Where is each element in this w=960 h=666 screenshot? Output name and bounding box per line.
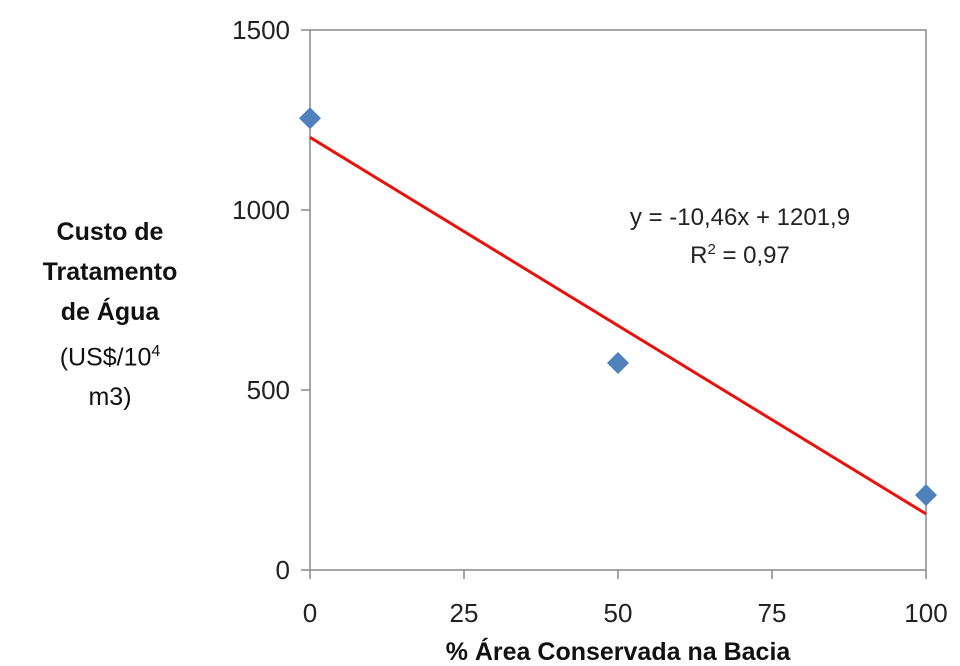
- x-axis-title: % Área Conservada na Bacia: [446, 637, 792, 666]
- r-squared-label: R2 = 0,97: [690, 241, 790, 269]
- data-points: [299, 107, 937, 507]
- data-point: [299, 107, 321, 130]
- y-axis-ticks: 0 500 1000 1500: [232, 15, 310, 585]
- y-axis-unit-line-1: (US$/104: [59, 343, 161, 372]
- data-point: [915, 484, 937, 507]
- trendline: [309, 136, 927, 516]
- y-tick-label: 500: [247, 375, 290, 405]
- x-tick-label: 0: [303, 598, 317, 628]
- y-axis-title-line-2: Tratamento: [42, 258, 178, 286]
- x-axis-ticks: 0 25 50 75 100: [303, 570, 948, 628]
- y-tick-label: 1500: [232, 15, 290, 45]
- x-tick-label: 75: [758, 598, 787, 628]
- y-axis-unit-line-2: m3): [88, 383, 132, 412]
- y-axis-title-line-1: Custo de: [56, 218, 164, 246]
- data-point: [607, 352, 629, 374]
- plot-area-frame: [309, 29, 927, 571]
- x-tick-label: 50: [604, 598, 633, 628]
- trendline-equation: y = -10,46x + 1201,9: [630, 204, 850, 231]
- y-tick-label: 0: [276, 555, 290, 585]
- x-tick-label: 100: [904, 598, 947, 628]
- x-tick-label: 25: [450, 598, 479, 628]
- y-axis-title: Custo de Tratamento de Água (US$/104 m3): [10, 212, 210, 417]
- y-tick-label: 1000: [232, 195, 290, 225]
- y-axis-title-line-3: de Água: [60, 298, 160, 326]
